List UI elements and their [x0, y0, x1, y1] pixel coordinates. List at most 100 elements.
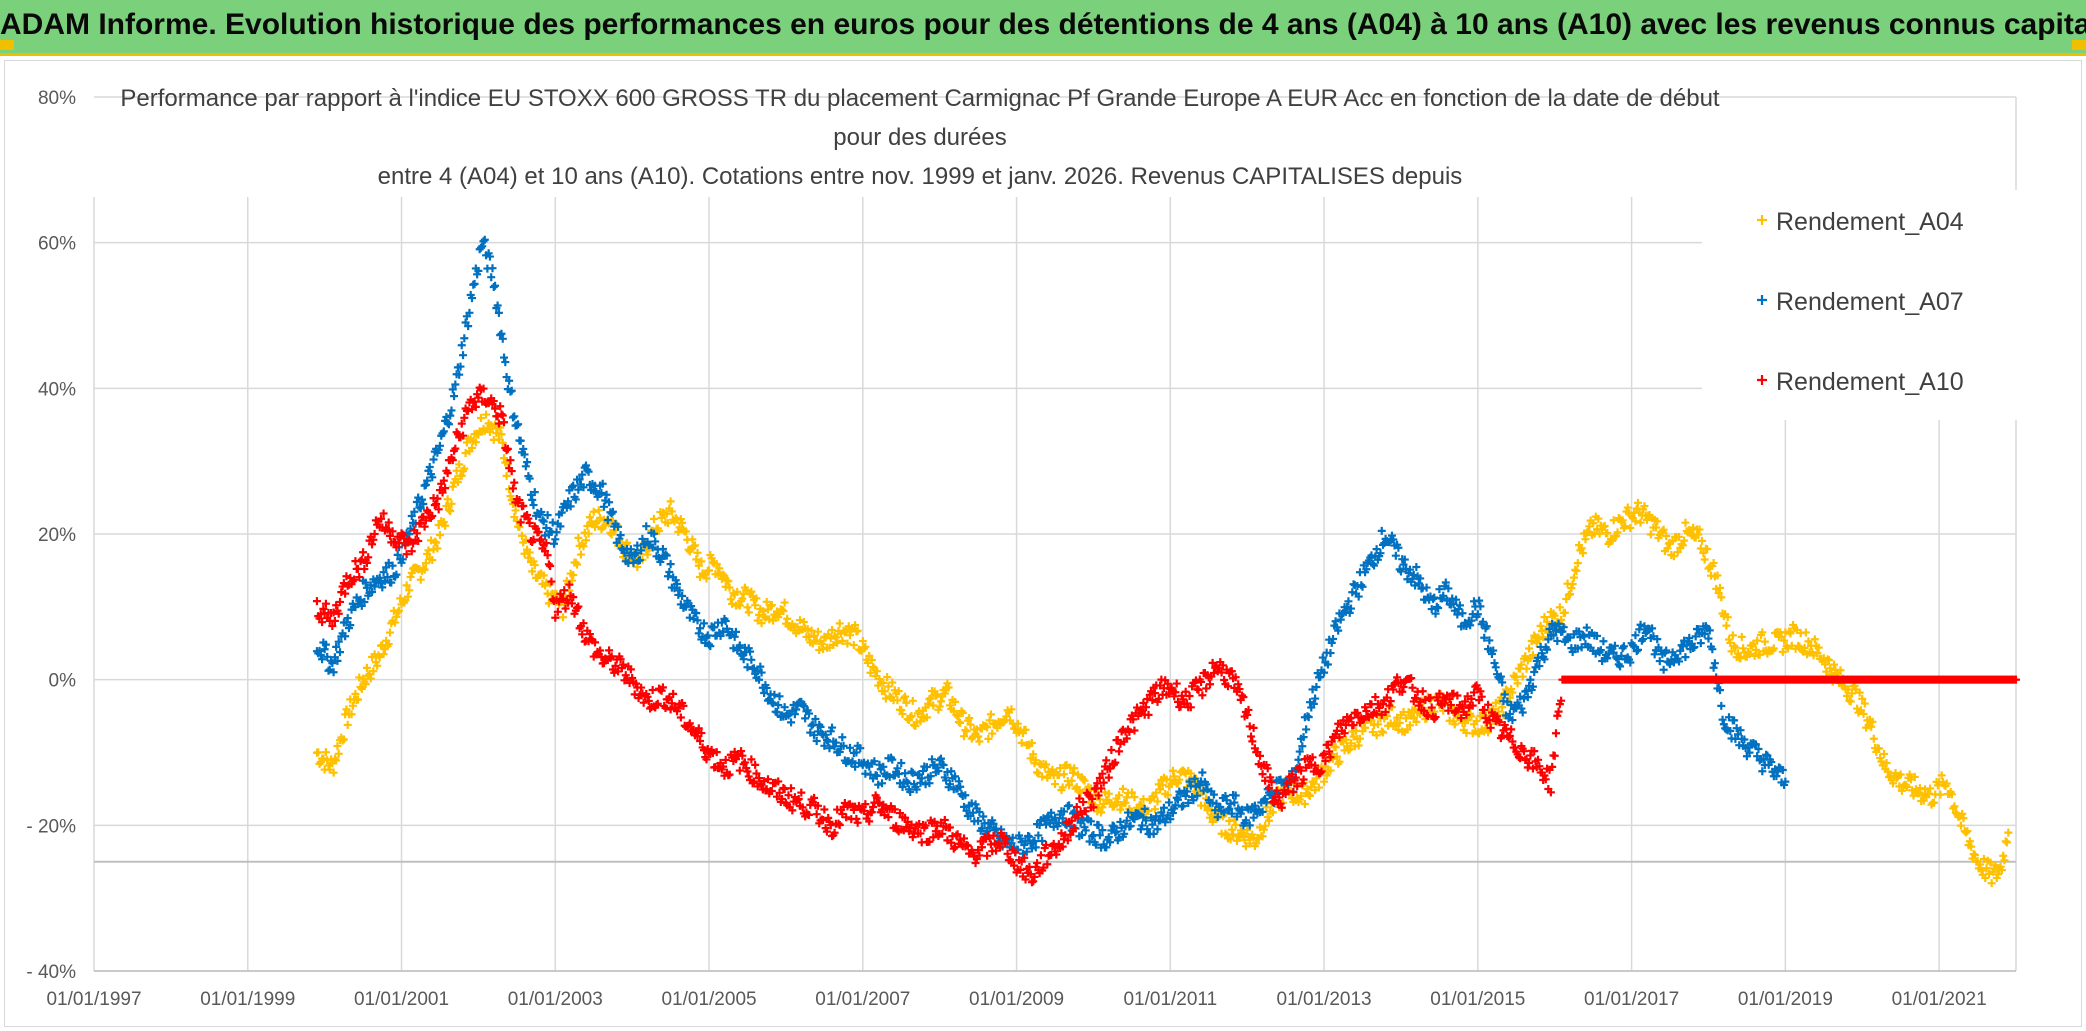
data-point — [1216, 803, 1225, 812]
data-point — [1033, 859, 1042, 868]
data-point — [507, 467, 516, 476]
data-point — [1531, 663, 1540, 672]
data-point — [1001, 839, 1010, 848]
data-point — [1002, 834, 1011, 843]
data-point — [392, 543, 401, 552]
data-point — [878, 779, 887, 788]
data-point — [1950, 802, 1959, 811]
data-point — [935, 756, 944, 765]
data-point — [338, 736, 347, 745]
data-point — [1227, 809, 1236, 818]
data-point — [478, 242, 487, 251]
data-point — [834, 819, 843, 828]
data-point — [1022, 847, 1031, 856]
data-point — [787, 784, 796, 793]
data-point — [336, 597, 345, 606]
data-point — [1609, 648, 1618, 657]
data-point — [1389, 535, 1398, 544]
data-point — [866, 668, 875, 677]
data-point — [692, 609, 701, 618]
data-point — [1581, 535, 1590, 544]
data-point — [1314, 783, 1323, 792]
legend-box — [1702, 190, 2022, 420]
data-point — [1043, 813, 1052, 822]
data-point — [543, 511, 552, 520]
data-point — [1346, 713, 1355, 722]
data-point — [1098, 769, 1107, 778]
data-point — [1305, 791, 1314, 800]
data-point — [1758, 767, 1767, 776]
data-point — [419, 564, 428, 573]
data-point — [1987, 879, 1996, 888]
data-point — [1800, 643, 1809, 652]
data-point — [843, 639, 852, 648]
data-point — [1252, 839, 1261, 848]
data-point — [940, 689, 949, 698]
data-point — [1116, 805, 1125, 814]
data-point — [1550, 611, 1559, 620]
data-point — [1158, 780, 1167, 789]
data-point — [788, 806, 797, 815]
data-point — [635, 556, 644, 565]
data-point — [1163, 679, 1172, 688]
data-point — [1439, 591, 1448, 600]
data-point — [1373, 720, 1382, 729]
data-point — [853, 818, 862, 827]
data-point — [685, 613, 694, 622]
data-point — [1669, 552, 1678, 561]
data-point — [879, 678, 888, 687]
data-point — [1229, 830, 1238, 839]
data-point — [1317, 767, 1326, 776]
data-point — [986, 710, 995, 719]
x-tick-label: 01/01/2019 — [1738, 989, 1833, 1010]
data-point — [1402, 714, 1411, 723]
data-point — [520, 450, 529, 459]
x-tick-label: 01/01/2007 — [815, 989, 910, 1010]
data-point — [729, 589, 738, 598]
data-point — [1578, 549, 1587, 558]
data-point — [821, 730, 830, 739]
data-point — [579, 483, 588, 492]
data-point — [1690, 643, 1699, 652]
data-point — [1751, 645, 1760, 654]
data-point — [377, 514, 386, 523]
data-point — [1376, 549, 1385, 558]
legend-entry: Rendement_A07 — [1776, 288, 1964, 316]
data-point — [779, 607, 788, 616]
data-point — [1182, 699, 1191, 708]
data-point — [465, 308, 474, 317]
data-point — [502, 446, 511, 455]
data-point — [364, 553, 373, 562]
data-point — [1698, 536, 1707, 545]
data-point — [1830, 660, 1839, 669]
data-point — [319, 604, 328, 613]
data-point — [1540, 613, 1549, 622]
data-point — [1003, 849, 1012, 858]
data-point — [1094, 821, 1103, 830]
data-point — [569, 593, 578, 602]
data-point — [984, 734, 993, 743]
data-point — [1414, 579, 1423, 588]
data-point — [329, 668, 338, 677]
data-point — [1102, 843, 1111, 852]
data-point — [924, 699, 933, 708]
data-point — [443, 418, 452, 427]
data-point — [567, 483, 576, 492]
data-point — [947, 838, 956, 847]
data-point — [333, 742, 342, 751]
data-point — [1206, 680, 1215, 689]
data-point — [1335, 757, 1344, 766]
data-point — [1320, 749, 1329, 758]
data-point — [1781, 777, 1790, 786]
data-point — [1029, 838, 1038, 847]
data-point — [1573, 559, 1582, 568]
data-point — [1030, 872, 1039, 881]
data-point — [1491, 663, 1500, 672]
data-point — [503, 444, 512, 453]
data-point — [1553, 711, 1562, 720]
data-point — [720, 572, 729, 581]
data-point — [678, 518, 687, 527]
data-point — [591, 638, 600, 647]
data-point — [1163, 791, 1172, 800]
data-point — [703, 631, 712, 640]
